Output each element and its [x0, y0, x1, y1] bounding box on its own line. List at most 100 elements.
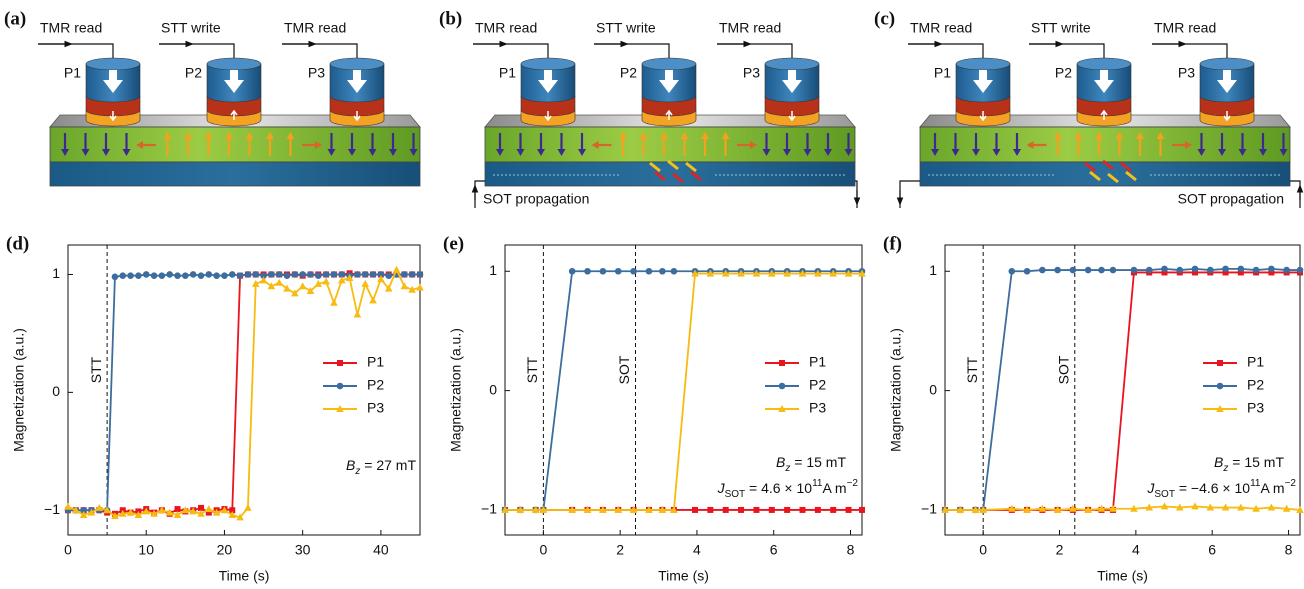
marker — [722, 506, 729, 513]
marker — [670, 505, 678, 513]
moment-arrow-head — [122, 149, 131, 156]
marker — [416, 271, 424, 278]
moment-arrow-head — [1259, 149, 1267, 156]
legend-label: P3 — [809, 400, 826, 416]
moment-arrow-head — [516, 149, 525, 156]
marker — [369, 271, 377, 278]
operation-line — [159, 43, 235, 58]
current-in — [1290, 180, 1301, 208]
event-label: SOT — [616, 355, 632, 384]
operation-label: TMR read — [1154, 20, 1216, 36]
series-line — [945, 505, 1301, 511]
operation-label: TMR read — [910, 20, 972, 36]
marker — [956, 505, 965, 513]
operation-line — [38, 43, 114, 58]
pillar-top — [1199, 57, 1255, 71]
marker — [259, 276, 268, 284]
marker — [1145, 503, 1154, 511]
marker — [385, 272, 393, 279]
pillar-label: P3 — [308, 65, 325, 81]
moment-arrow-head — [803, 149, 812, 156]
marker — [1084, 266, 1092, 274]
marker — [392, 265, 401, 273]
marker — [1216, 382, 1224, 390]
moment-arrow-head — [1185, 141, 1192, 149]
marker — [197, 272, 205, 279]
panel-label: (f) — [883, 233, 902, 254]
marker — [369, 296, 377, 304]
panel-label: (b) — [439, 8, 462, 29]
marker — [150, 509, 158, 517]
subscript: SOT — [1154, 489, 1175, 500]
moment-arrow-head — [992, 149, 1001, 156]
x-tick-label: 10 — [138, 542, 154, 558]
marker — [205, 271, 213, 278]
pillar-arrow — [103, 70, 123, 93]
marker — [330, 271, 338, 278]
marker — [336, 382, 344, 390]
pillar-ref-arrow — [1223, 111, 1231, 122]
moment-arrow-head — [1095, 132, 1103, 139]
spin — [667, 159, 679, 171]
marker — [845, 506, 852, 513]
pillar-ref-arrow — [353, 111, 361, 122]
marker — [182, 272, 189, 279]
moment-arrow-head — [163, 132, 172, 139]
spin — [1089, 170, 1101, 182]
marker — [1130, 266, 1138, 274]
current-out — [899, 180, 920, 208]
spin — [1125, 170, 1137, 182]
marker — [228, 271, 236, 278]
marker — [283, 284, 291, 292]
marker — [783, 269, 791, 277]
diagram: (c) SOT propagation TMR read P1 STT write P2 T… — [874, 8, 1304, 208]
series-line — [505, 272, 862, 511]
text: = 4.6 × 10 — [745, 480, 812, 496]
marker — [1206, 266, 1214, 274]
legend-label: P1 — [367, 354, 384, 370]
pillar-top — [520, 57, 576, 71]
free-layer — [49, 126, 421, 163]
moment-arrow-head — [1218, 149, 1226, 156]
moment-arrow-head — [824, 149, 832, 156]
marker — [1023, 267, 1031, 275]
marker — [501, 505, 509, 513]
propagation-label: SOT propagation — [1178, 191, 1284, 207]
marker — [645, 505, 653, 513]
marker — [1191, 502, 1199, 510]
marker — [361, 279, 370, 287]
marker — [539, 505, 548, 513]
x-tick-label: 8 — [847, 542, 855, 558]
spin — [1107, 172, 1119, 184]
marker — [1268, 265, 1275, 273]
operation-label: TMR read — [284, 20, 346, 36]
legend-label: P3 — [1247, 400, 1264, 416]
y-tick-label: 0 — [52, 383, 60, 399]
moment-arrow-head — [578, 149, 586, 156]
marker — [299, 271, 306, 278]
marker — [212, 508, 221, 516]
moment-arrow-head — [557, 149, 566, 156]
marker — [244, 271, 252, 278]
marker — [630, 267, 637, 275]
pillar-arrow — [224, 70, 244, 93]
marker — [858, 269, 866, 277]
marker — [275, 278, 283, 286]
marker — [337, 276, 346, 284]
pillar-arrow — [973, 70, 993, 93]
marker — [658, 505, 667, 513]
marker — [95, 503, 104, 511]
marker — [189, 507, 197, 515]
panel-label: (c) — [874, 8, 895, 29]
marker — [283, 272, 291, 279]
marker — [142, 271, 150, 278]
moment-arrow-head — [61, 149, 69, 156]
marker — [322, 271, 330, 278]
moment-arrow-head — [1136, 132, 1144, 139]
marker — [1098, 266, 1105, 274]
legend-label: P2 — [1247, 377, 1264, 393]
moment-arrow-head — [81, 149, 90, 156]
marker — [1217, 360, 1223, 366]
marker — [400, 282, 409, 290]
legend-label: P2 — [367, 377, 384, 393]
